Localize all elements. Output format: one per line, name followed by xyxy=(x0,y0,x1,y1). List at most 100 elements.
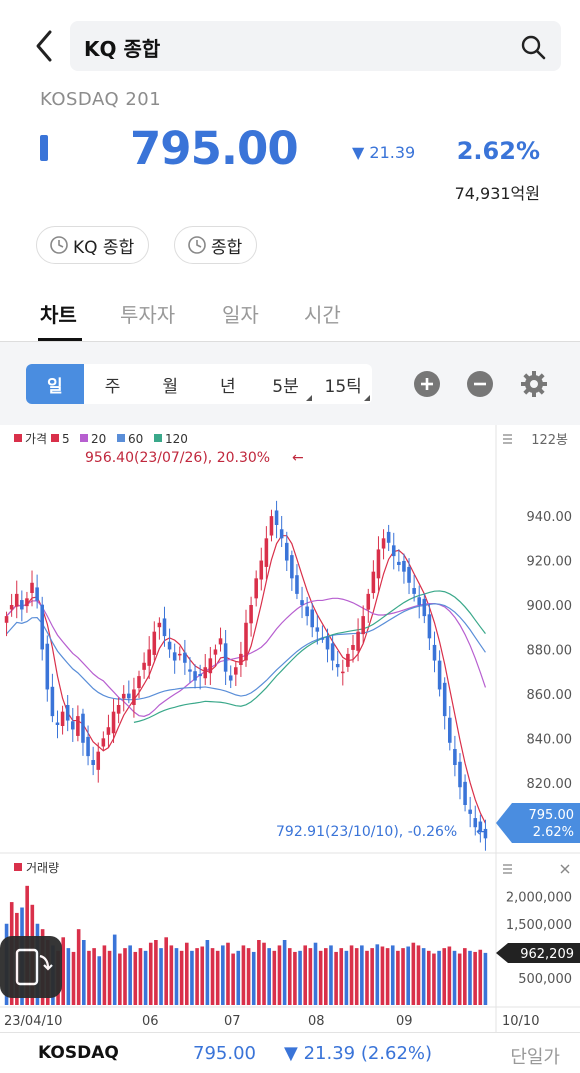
candle-body xyxy=(188,669,192,672)
period-15tick[interactable]: 15틱 xyxy=(314,364,372,404)
y-tick-label: 820.00 xyxy=(527,777,573,792)
chip-kq-composite[interactable]: KQ 종합 xyxy=(36,226,150,264)
legend-label: 60 xyxy=(128,432,143,446)
clock-icon xyxy=(188,236,206,254)
period-label: 년 xyxy=(220,376,236,397)
candle-body xyxy=(254,578,258,599)
candle-body xyxy=(111,711,116,734)
candle-body xyxy=(81,713,85,743)
volume-bar xyxy=(97,956,102,1005)
rotate-screen-icon xyxy=(15,948,53,986)
legend-label: 20 xyxy=(91,432,106,446)
legend-label: 가격 xyxy=(25,432,47,446)
volume-bar xyxy=(385,948,390,1005)
back-button[interactable] xyxy=(30,26,60,66)
volume-y-tick-label: 1,500,000 xyxy=(506,918,572,933)
candle-body xyxy=(137,676,141,689)
candle-body xyxy=(60,711,65,726)
y-tick-label: 880.00 xyxy=(527,643,573,658)
x-axis-label: 10/10 xyxy=(502,1014,539,1029)
volume-bar xyxy=(210,948,215,1005)
candle-body xyxy=(106,727,111,735)
volume-bar xyxy=(463,948,467,1005)
volume-bar xyxy=(128,945,132,1005)
candle-body xyxy=(4,616,9,623)
volume-legend-label: 거래량 xyxy=(26,861,59,875)
volume-bar xyxy=(159,948,163,1005)
candle-body xyxy=(376,549,381,579)
price-change-percent: 2.62% xyxy=(456,137,540,165)
volume-bar xyxy=(457,953,462,1005)
candle-body xyxy=(295,575,299,594)
tab-date[interactable]: 일자 xyxy=(222,303,259,327)
rotate-screen-button[interactable] xyxy=(0,936,62,998)
volume-bar xyxy=(442,948,447,1005)
candle-body xyxy=(305,606,309,617)
stock-chart[interactable]: 가격 5 20 60 120 122봉 820.00 840.00 860.00 880.00… xyxy=(0,425,580,1032)
volume-menu-icon[interactable] xyxy=(503,864,512,874)
legend-swatch xyxy=(117,434,125,442)
tab-investor[interactable]: 투자자 xyxy=(120,303,176,327)
volume-bar xyxy=(277,945,282,1005)
candle-body xyxy=(91,760,95,765)
bottom-change: ▼ 21.39 (2.62%) xyxy=(284,1043,433,1064)
zoom-out-icon[interactable] xyxy=(466,370,494,398)
volume-bar xyxy=(200,946,205,1005)
tab-chart[interactable]: 차트 xyxy=(40,303,77,327)
candle-body xyxy=(40,604,44,650)
bottom-market-name: KOSDAQ xyxy=(38,1043,119,1063)
legend-label: 5 xyxy=(62,432,70,446)
x-axis-label: 07 xyxy=(224,1014,241,1029)
candle-body xyxy=(127,693,131,699)
volume-bar xyxy=(380,946,385,1005)
period-5min[interactable]: 5분 xyxy=(257,364,315,404)
settings-icon[interactable] xyxy=(520,370,548,398)
volume-bar xyxy=(236,950,241,1005)
search-icon[interactable] xyxy=(519,33,547,61)
candle-body xyxy=(442,682,447,717)
candle-body xyxy=(341,671,345,674)
volume-bar xyxy=(154,940,158,1005)
tab-active-indicator xyxy=(38,338,82,341)
chip-composite[interactable]: 종합 xyxy=(174,226,258,264)
tab-time[interactable]: 시간 xyxy=(304,303,341,327)
dropdown-corner-icon xyxy=(364,395,371,401)
candle-body xyxy=(50,686,55,717)
volume-bar xyxy=(169,945,174,1005)
candle-body xyxy=(417,597,422,605)
volume-bar xyxy=(365,950,369,1005)
close-icon[interactable] xyxy=(560,864,570,874)
zoom-in-icon[interactable] xyxy=(413,370,441,398)
volume-bar xyxy=(308,948,313,1005)
current-price-tag xyxy=(496,803,580,843)
menu-icon[interactable] xyxy=(503,434,512,444)
volume-bar xyxy=(133,951,138,1005)
search-title: KQ 종합 xyxy=(84,37,161,61)
candle-body xyxy=(20,600,24,610)
candle-body xyxy=(437,660,442,690)
period-day[interactable]: 일 xyxy=(26,364,84,404)
candle-body xyxy=(239,653,243,666)
search-bar[interactable]: KQ 종합 xyxy=(70,21,561,71)
candle-body xyxy=(249,605,253,624)
candle-body xyxy=(448,717,452,743)
volume-bar xyxy=(349,945,354,1005)
high-arrow-icon: ← xyxy=(292,450,304,466)
candle-body xyxy=(172,652,177,661)
volume-bar xyxy=(354,948,359,1005)
period-year[interactable]: 년 xyxy=(199,364,257,404)
volume-bar xyxy=(257,940,261,1005)
single-price-button[interactable]: 단일가 xyxy=(510,1047,560,1068)
period-month[interactable]: 월 xyxy=(141,364,199,404)
candle-body xyxy=(70,721,75,730)
period-week[interactable]: 주 xyxy=(84,364,142,404)
legend-swatch xyxy=(154,434,162,442)
volume-bar xyxy=(174,948,179,1005)
x-axis-label: 06 xyxy=(142,1014,159,1029)
volume-bar xyxy=(231,953,235,1005)
volume-y-tick-label: 2,000,000 xyxy=(506,891,572,906)
candle-body xyxy=(177,653,182,656)
candle-body xyxy=(198,674,202,677)
candle-body xyxy=(290,555,294,579)
candle-body xyxy=(402,560,406,572)
